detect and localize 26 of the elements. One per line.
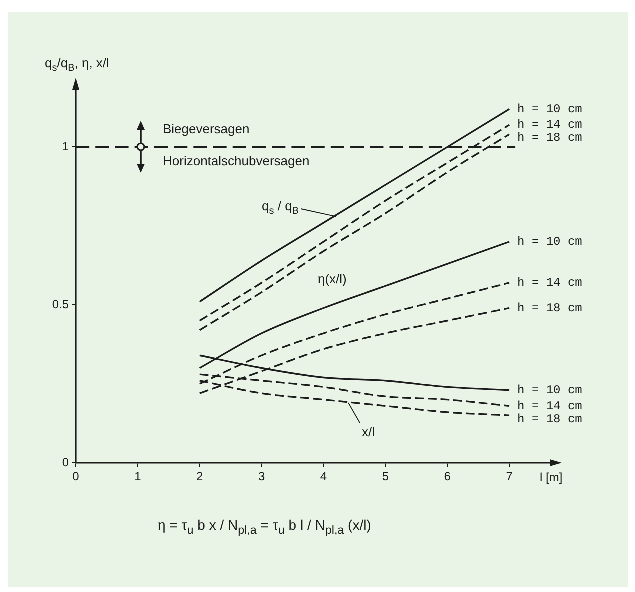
x-tick-label: 1 bbox=[134, 470, 142, 484]
annotation: Biegeversagen bbox=[163, 122, 250, 137]
series-label: h = 10 cm bbox=[518, 102, 582, 116]
x-tick-label: 3 bbox=[258, 470, 266, 484]
series-label: h = 10 cm bbox=[518, 235, 582, 250]
x-tick-label: 2 bbox=[196, 470, 204, 484]
y-tick-label: 0.5 bbox=[52, 297, 70, 312]
x-tick-label: 5 bbox=[382, 470, 390, 484]
series-label: h = 10 cm bbox=[518, 384, 582, 398]
y-tick-label: 0 bbox=[62, 455, 70, 470]
y-tick-label: 1 bbox=[62, 139, 70, 154]
x-axis-title: l [m] bbox=[540, 470, 563, 484]
annotation: x/l bbox=[362, 424, 376, 440]
series-label: h = 14 cm bbox=[518, 118, 582, 132]
annotation: Horizontalschubversagen bbox=[163, 154, 310, 169]
series-label: h = 18 cm bbox=[518, 131, 582, 146]
annotation: η(x/l) bbox=[318, 272, 347, 287]
series-label: h = 18 cm bbox=[518, 412, 582, 426]
series-label: h = 18 cm bbox=[518, 301, 582, 316]
series-label: h = 14 cm bbox=[518, 399, 582, 414]
x-tick-label: 4 bbox=[320, 470, 328, 484]
text: η = τ$_{u}$ b x / N$_{pl,a}$ = τ$_{u}$ b l / N$_{pl,a}$ (x/l) bbox=[158, 517, 372, 537]
series-label: h = 14 cm bbox=[518, 276, 582, 290]
x-tick-label: 0 bbox=[72, 470, 80, 484]
x-tick-label: 6 bbox=[444, 470, 452, 484]
x-tick-label: 7 bbox=[506, 470, 514, 484]
